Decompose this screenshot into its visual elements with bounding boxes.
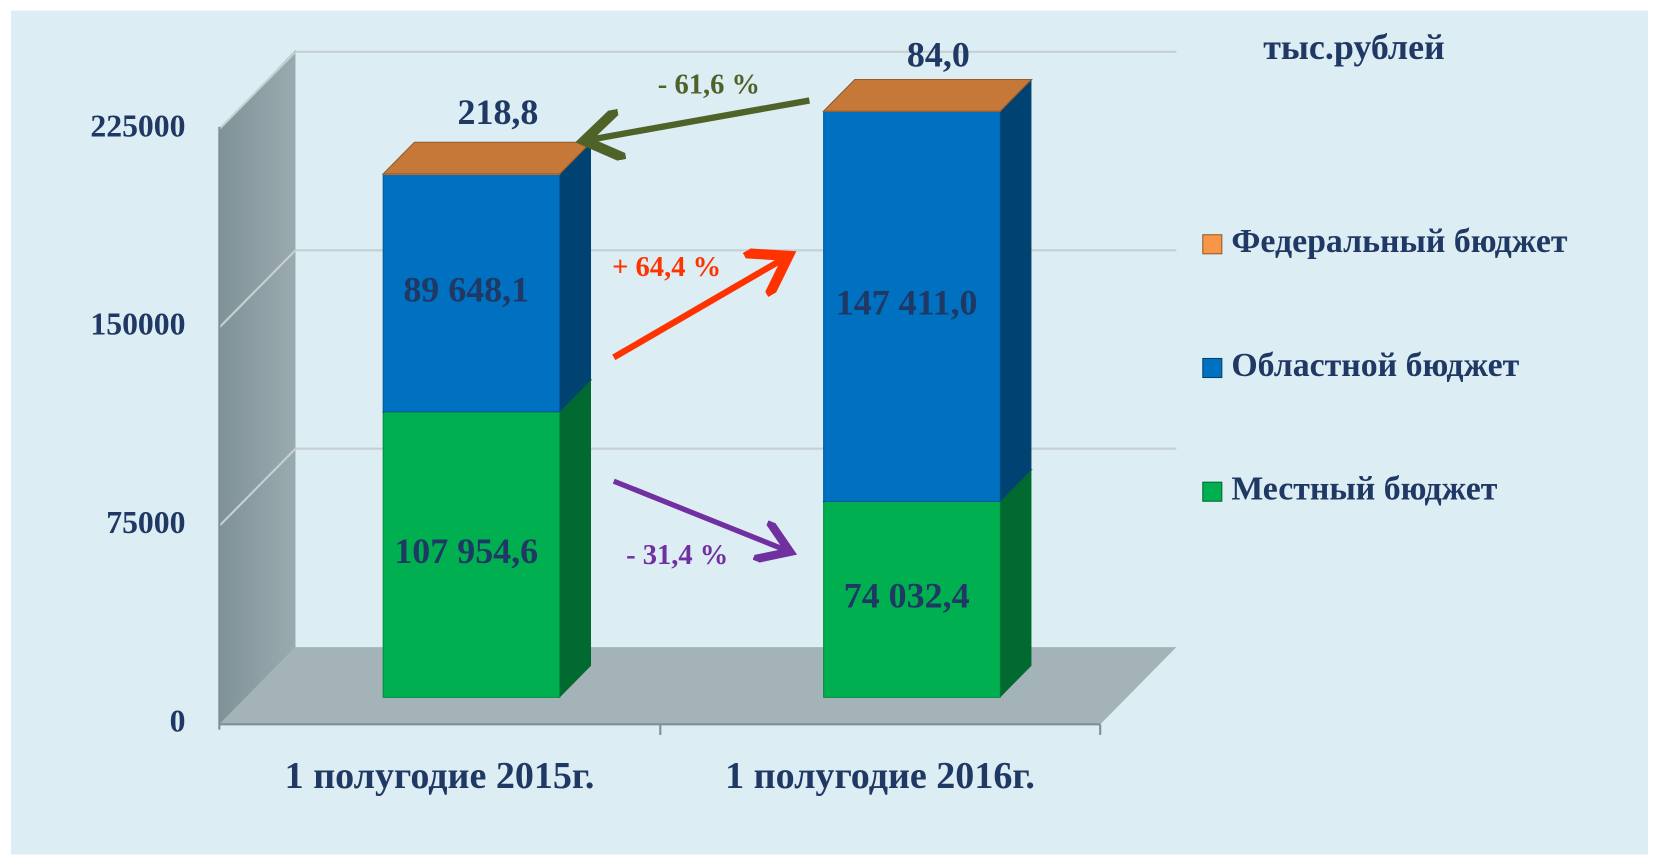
y-tick-label: 225000: [90, 108, 185, 143]
data-label: 107 954,6: [394, 531, 538, 571]
arrow: [591, 97, 810, 139]
arrow: [612, 478, 785, 550]
data-label: 74 032,4: [844, 576, 970, 616]
grid-line: [218, 249, 297, 329]
annotation: - 31,4 %: [626, 540, 728, 571]
bar-top: [822, 79, 1033, 112]
grid-line: [218, 51, 297, 130]
data-label: 147 411,0: [836, 283, 978, 323]
legend-label: Областной бюджет: [1231, 347, 1519, 384]
bar-segment: [823, 500, 1001, 698]
bar-side: [1000, 469, 1032, 698]
annotation: + 64,4 %: [612, 252, 721, 283]
data-label: 89 648,1: [403, 269, 529, 309]
bar-top: [381, 141, 593, 175]
unit-label: тыс.рублей: [1263, 27, 1445, 67]
bar-segment: [823, 110, 1001, 502]
arrow: [612, 259, 783, 361]
legend-label: Федеральный бюджет: [1231, 223, 1568, 260]
legend-label: Местный бюджет: [1231, 470, 1497, 507]
x-tick-label: 1 полугодие 2016г.: [725, 755, 1035, 797]
grid-line: [218, 447, 297, 527]
bar-side: [559, 380, 592, 698]
legend-swatch: [1202, 481, 1223, 502]
y-tick-label: 75000: [106, 505, 185, 540]
bar-side: [1000, 79, 1032, 502]
floor: [219, 647, 1177, 725]
side-wall: [219, 49, 296, 725]
bar-side: [559, 142, 592, 412]
bar-segment: [382, 173, 561, 413]
legend-swatch: [1202, 357, 1223, 379]
y-tick-label: 0: [170, 704, 186, 739]
annotation: - 61,6 %: [658, 69, 760, 100]
legend-swatch: [1202, 234, 1223, 255]
bar-segment: [382, 411, 561, 698]
x-tick-label: 1 полугодие 2015г.: [285, 755, 595, 797]
y-tick-label: 150000: [90, 307, 185, 342]
data-label: 84,0: [907, 35, 970, 75]
data-label: 218,8: [458, 92, 539, 132]
